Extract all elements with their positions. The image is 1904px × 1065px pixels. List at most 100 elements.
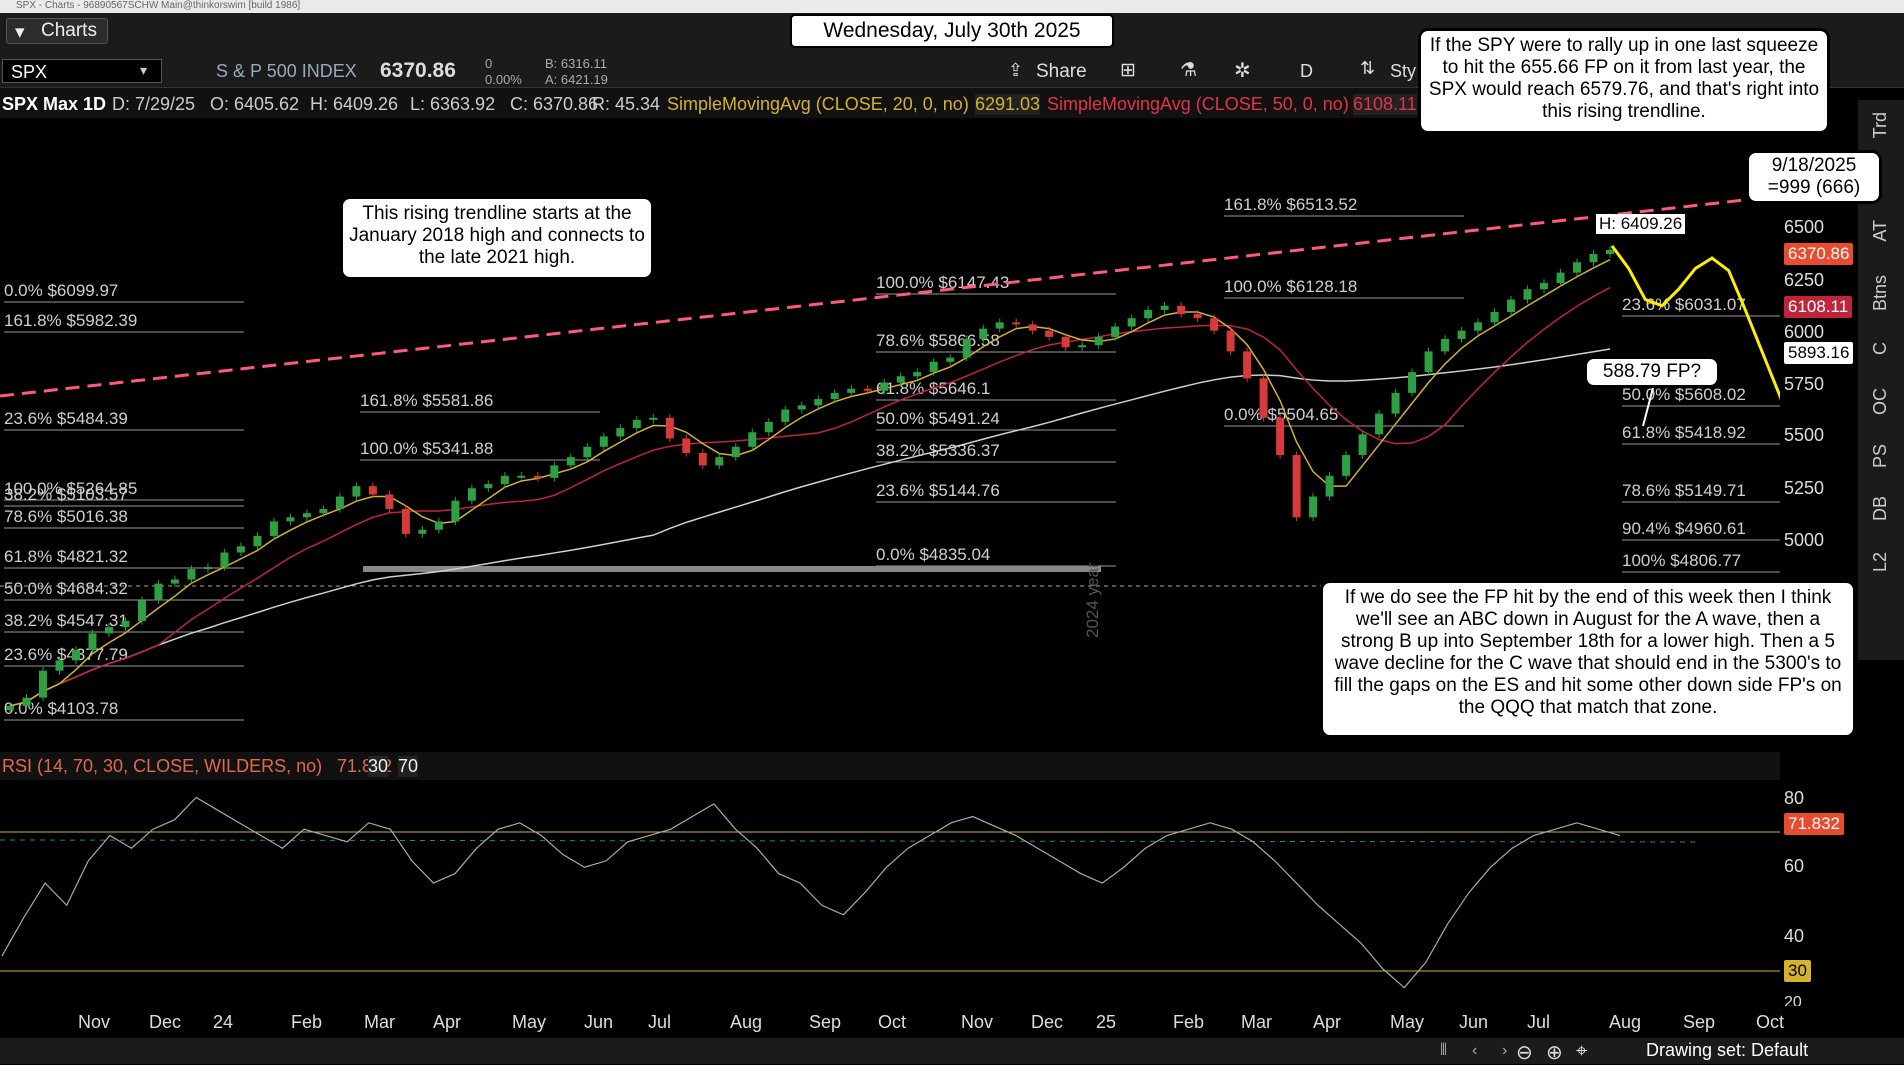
- tab-db[interactable]: DB: [1870, 496, 1890, 522]
- fib-level-label: 61.8% $4821.32: [4, 547, 128, 566]
- candle: [797, 405, 806, 410]
- candle: [55, 660, 64, 671]
- tab-l2[interactable]: L2: [1870, 552, 1890, 573]
- style-icon[interactable]: ⇅: [1360, 58, 1376, 78]
- candle: [335, 496, 344, 509]
- x-tick: Mar: [364, 1012, 395, 1032]
- callout-abc-forecast: If we do see the FP hit by the end of th…: [1320, 580, 1856, 738]
- share-icon[interactable]: ⇪: [1008, 60, 1024, 80]
- price-chart[interactable]: 161.8% $5982.39 100.0% $5264.85 78.6% $501…: [0, 118, 1780, 750]
- quote-ask: A: 6421.19: [545, 72, 608, 87]
- rsi-tick: 60: [1784, 856, 1805, 876]
- candle: [500, 475, 509, 485]
- candle: [1441, 338, 1450, 352]
- x-tick: Dec: [1031, 1012, 1064, 1032]
- y-tick: 6500: [1784, 217, 1825, 237]
- drawings-icon[interactable]: ⊞: [1120, 60, 1136, 81]
- candle: [253, 535, 262, 547]
- candle: [533, 475, 542, 478]
- tab-at[interactable]: AT: [1870, 220, 1890, 242]
- x-tick: Nov: [78, 1012, 111, 1032]
- fib-level-label: 78.6% $5149.71: [1622, 481, 1746, 500]
- year-marker: 2024 year: [1083, 562, 1102, 638]
- charts-button[interactable]: ▾ Charts: [6, 18, 108, 44]
- period-button[interactable]: D: [1300, 61, 1313, 81]
- sma50-badge: 6108.11: [1784, 296, 1853, 318]
- candle: [1589, 253, 1598, 263]
- date-label: Wednesday, July 30th 2025: [790, 14, 1114, 48]
- settings-gear-icon[interactable]: ✲: [1234, 60, 1251, 82]
- candle: [698, 452, 707, 466]
- candle: [1078, 345, 1087, 348]
- candle: [649, 417, 658, 420]
- tab-btns[interactable]: Btns: [1870, 275, 1890, 312]
- tab-ps[interactable]: PS: [1870, 444, 1890, 469]
- tab-c[interactable]: C: [1870, 342, 1890, 355]
- sma50-label[interactable]: SimpleMovingAvg (CLOSE, 50, 0, no): [1047, 94, 1349, 114]
- symbol-input[interactable]: SPX: [2, 59, 162, 83]
- x-tick: Apr: [433, 1012, 462, 1032]
- candle: [995, 322, 1004, 329]
- candle: [731, 446, 740, 458]
- candle: [451, 500, 460, 522]
- x-tick: Oct: [878, 1012, 907, 1032]
- candle: [1573, 262, 1582, 273]
- rsi-chart[interactable]: [0, 780, 1780, 1004]
- fib-level-label: 100% $4806.77: [1622, 551, 1741, 570]
- rsi-axis: 80 60 40 20 71.832 30: [1782, 780, 1858, 1011]
- fib-level-label: 0.0% $4835.04: [876, 545, 990, 564]
- drawing-set-label[interactable]: Drawing set: Default: [1646, 1040, 1809, 1060]
- tab-trd[interactable]: Trd: [1870, 112, 1890, 139]
- charts-label: Charts: [41, 20, 97, 41]
- quote-last: 6370.86: [380, 59, 456, 82]
- candle: [550, 465, 559, 478]
- tab-oc[interactable]: OC: [1870, 388, 1890, 415]
- studies-flask-icon[interactable]: ⚗: [1180, 60, 1198, 81]
- zoom-out-icon[interactable]: ⊖: [1516, 1042, 1533, 1064]
- candle: [1507, 299, 1516, 313]
- crosshair-icon[interactable]: ⌖: [1576, 1040, 1588, 1062]
- candle: [319, 508, 328, 514]
- candle: [847, 388, 856, 393]
- x-tick: Jun: [584, 1012, 614, 1032]
- bottom-bar: [0, 1038, 1904, 1064]
- window-titlebar: SPX - Charts - 96890567SCHW Main@thinkor…: [0, 0, 1904, 13]
- candle: [1012, 322, 1021, 325]
- fib-level-label: 23.6% $5144.76: [876, 481, 1000, 500]
- candle: [1606, 249, 1614, 254]
- x-tick: Aug: [730, 1012, 763, 1032]
- rsi-header: [0, 752, 1780, 780]
- gray-base-bar: [363, 566, 1101, 572]
- x-tick: Oct: [1756, 1012, 1785, 1032]
- candle: [1540, 282, 1549, 290]
- x-tick: Nov: [961, 1012, 994, 1032]
- x-tick: Jun: [1459, 1012, 1489, 1032]
- x-tick: May: [1390, 1012, 1425, 1032]
- share-button[interactable]: Share: [1036, 61, 1087, 82]
- candle: [1276, 417, 1285, 456]
- x-tick: Jul: [1527, 1012, 1551, 1032]
- candle: [401, 508, 410, 534]
- candle: [1144, 309, 1153, 319]
- x-tick: Sep: [1683, 1012, 1716, 1032]
- x-tick: 25: [1096, 1012, 1117, 1032]
- sma20-label[interactable]: SimpleMovingAvg (CLOSE, 20, 0, no): [667, 94, 969, 114]
- style-button[interactable]: Sty: [1390, 61, 1417, 81]
- chevron-down-icon[interactable]: ▾: [140, 62, 148, 78]
- candle: [682, 438, 691, 453]
- candle: [286, 517, 295, 522]
- fib-level-label: 0.0% $4103.78: [4, 699, 118, 718]
- scroll-handle-icon[interactable]: ⦀: [1440, 1042, 1448, 1059]
- fib-level-label: 161.8% $6513.52: [1224, 195, 1357, 214]
- fib-level-label: 78.6% $5016.38: [4, 507, 128, 526]
- candle: [946, 357, 955, 362]
- scroll-right-icon[interactable]: ›: [1502, 1042, 1508, 1059]
- zoom-in-icon[interactable]: ⊕: [1546, 1042, 1563, 1064]
- candle: [121, 620, 130, 628]
- scroll-left-icon[interactable]: ‹: [1472, 1042, 1478, 1059]
- candle: [1045, 330, 1054, 337]
- sma200-badge: 5893.16: [1784, 342, 1854, 364]
- candle: [38, 670, 47, 698]
- fib-level-label: 0.0% $5504.65: [1224, 405, 1338, 424]
- rsi-label[interactable]: RSI (14, 70, 30, CLOSE, WILDERS, no): [2, 756, 323, 776]
